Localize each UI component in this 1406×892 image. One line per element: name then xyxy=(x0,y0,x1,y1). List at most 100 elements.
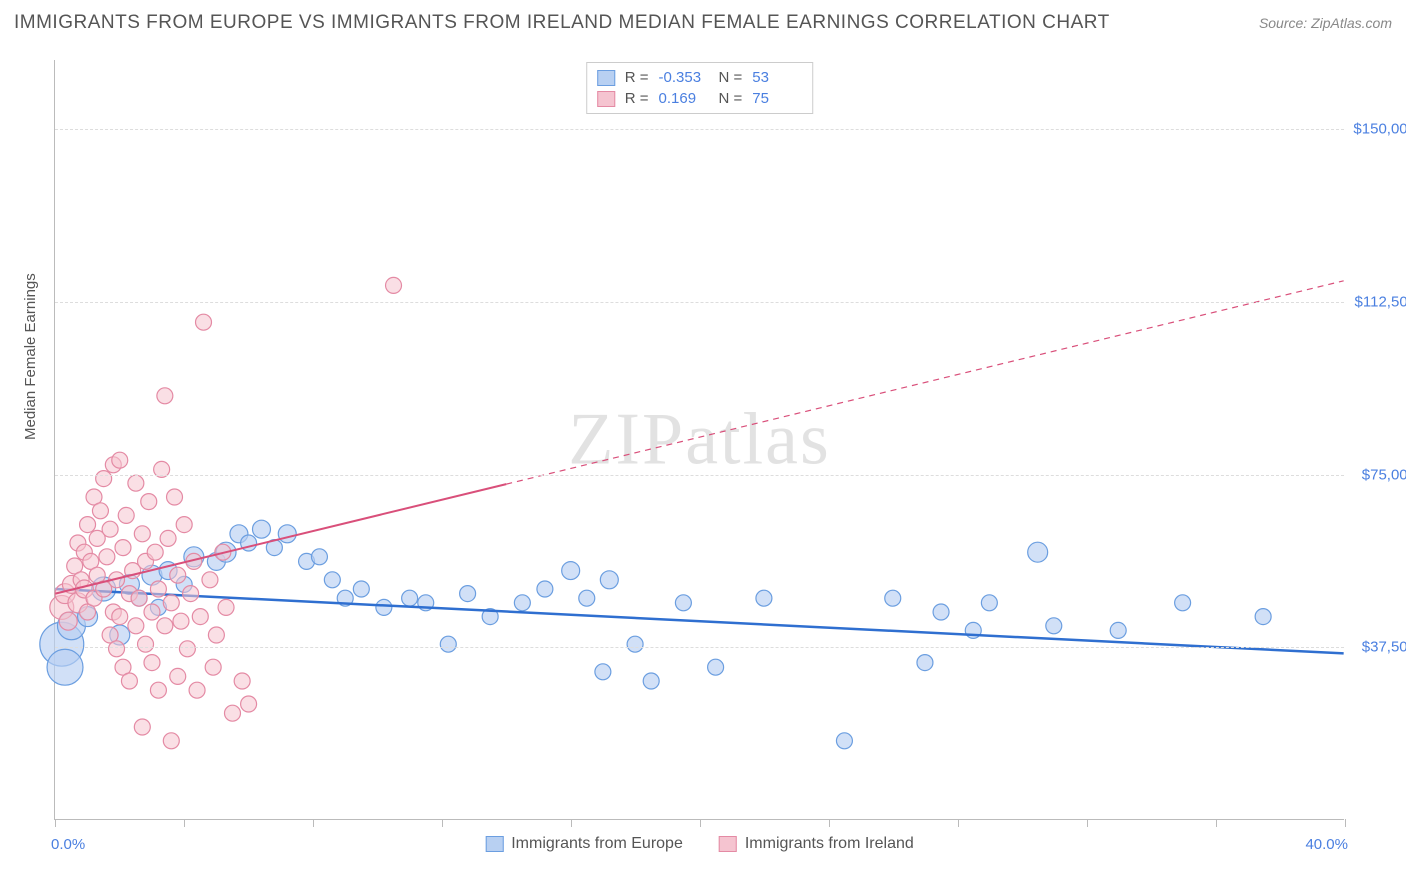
data-point[interactable] xyxy=(141,494,157,510)
data-point[interactable] xyxy=(311,549,327,565)
data-point[interactable] xyxy=(170,668,186,684)
data-point[interactable] xyxy=(47,649,83,685)
y-tick-label: $112,500 xyxy=(1346,293,1406,310)
data-point[interactable] xyxy=(192,609,208,625)
data-point[interactable] xyxy=(1028,542,1048,562)
data-point[interactable] xyxy=(218,599,234,615)
legend-label: Immigrants from Europe xyxy=(511,835,683,853)
data-point[interactable] xyxy=(981,595,997,611)
data-point[interactable] xyxy=(160,530,176,546)
data-point[interactable] xyxy=(208,627,224,643)
data-point[interactable] xyxy=(205,659,221,675)
x-tick xyxy=(55,819,56,827)
data-point[interactable] xyxy=(102,521,118,537)
legend-swatch xyxy=(485,836,503,852)
data-point[interactable] xyxy=(134,526,150,542)
data-point[interactable] xyxy=(183,586,199,602)
data-point[interactable] xyxy=(708,659,724,675)
data-point[interactable] xyxy=(157,618,173,634)
series-legend: Immigrants from Europe Immigrants from Ir… xyxy=(485,835,914,853)
data-point[interactable] xyxy=(109,641,125,657)
gridline xyxy=(55,302,1344,303)
x-tick xyxy=(700,819,701,827)
data-point[interactable] xyxy=(147,544,163,560)
data-point[interactable] xyxy=(386,277,402,293)
chart-container: IMMIGRANTS FROM EUROPE VS IMMIGRANTS FRO… xyxy=(0,0,1406,892)
data-point[interactable] xyxy=(96,471,112,487)
data-point[interactable] xyxy=(170,567,186,583)
data-point[interactable] xyxy=(144,604,160,620)
data-point[interactable] xyxy=(600,571,618,589)
data-point[interactable] xyxy=(128,475,144,491)
x-tick xyxy=(184,819,185,827)
data-point[interactable] xyxy=(402,590,418,606)
data-point[interactable] xyxy=(163,733,179,749)
legend-item[interactable]: Immigrants from Europe xyxy=(485,835,683,853)
data-point[interactable] xyxy=(579,590,595,606)
x-tick xyxy=(571,819,572,827)
data-point[interactable] xyxy=(933,604,949,620)
data-point[interactable] xyxy=(202,572,218,588)
data-point[interactable] xyxy=(80,517,96,533)
data-point[interactable] xyxy=(514,595,530,611)
data-point[interactable] xyxy=(627,636,643,652)
data-point[interactable] xyxy=(460,586,476,602)
data-point[interactable] xyxy=(376,599,392,615)
source-link[interactable]: ZipAtlas.com xyxy=(1311,15,1392,31)
data-point[interactable] xyxy=(643,673,659,689)
data-point[interactable] xyxy=(167,489,183,505)
data-point[interactable] xyxy=(562,562,580,580)
data-point[interactable] xyxy=(179,641,195,657)
data-point[interactable] xyxy=(885,590,901,606)
data-point[interactable] xyxy=(92,503,108,519)
data-point[interactable] xyxy=(99,549,115,565)
data-point[interactable] xyxy=(173,613,189,629)
x-tick xyxy=(313,819,314,827)
data-point[interactable] xyxy=(112,452,128,468)
data-point[interactable] xyxy=(196,314,212,330)
data-point[interactable] xyxy=(176,517,192,533)
y-tick-label: $75,000 xyxy=(1346,466,1406,483)
y-axis-title: Median Female Earnings xyxy=(22,273,39,440)
data-point[interactable] xyxy=(157,388,173,404)
data-point[interactable] xyxy=(128,618,144,634)
data-point[interactable] xyxy=(234,673,250,689)
data-point[interactable] xyxy=(324,572,340,588)
data-point[interactable] xyxy=(278,525,296,543)
data-point[interactable] xyxy=(138,636,154,652)
gridline xyxy=(55,129,1344,130)
data-point[interactable] xyxy=(1255,609,1271,625)
source-credit: Source: ZipAtlas.com xyxy=(1259,15,1392,31)
data-point[interactable] xyxy=(1175,595,1191,611)
data-point[interactable] xyxy=(115,540,131,556)
data-point[interactable] xyxy=(675,595,691,611)
data-point[interactable] xyxy=(917,655,933,671)
data-point[interactable] xyxy=(150,682,166,698)
data-point[interactable] xyxy=(59,612,77,630)
x-tick xyxy=(958,819,959,827)
data-point[interactable] xyxy=(440,636,456,652)
data-point[interactable] xyxy=(118,507,134,523)
data-point[interactable] xyxy=(131,590,147,606)
data-point[interactable] xyxy=(225,705,241,721)
scatter-svg xyxy=(55,60,1344,819)
data-point[interactable] xyxy=(1110,622,1126,638)
data-point[interactable] xyxy=(241,696,257,712)
data-point[interactable] xyxy=(150,581,166,597)
data-point[interactable] xyxy=(134,719,150,735)
legend-item[interactable]: Immigrants from Ireland xyxy=(719,835,914,853)
data-point[interactable] xyxy=(144,655,160,671)
gridline xyxy=(55,647,1344,648)
data-point[interactable] xyxy=(121,673,137,689)
data-point[interactable] xyxy=(189,682,205,698)
legend-label: Immigrants from Ireland xyxy=(745,835,914,853)
data-point[interactable] xyxy=(836,733,852,749)
data-point[interactable] xyxy=(537,581,553,597)
data-point[interactable] xyxy=(163,595,179,611)
data-point[interactable] xyxy=(595,664,611,680)
data-point[interactable] xyxy=(252,520,270,538)
data-point[interactable] xyxy=(112,609,128,625)
data-point[interactable] xyxy=(756,590,772,606)
data-point[interactable] xyxy=(353,581,369,597)
data-point[interactable] xyxy=(1046,618,1062,634)
